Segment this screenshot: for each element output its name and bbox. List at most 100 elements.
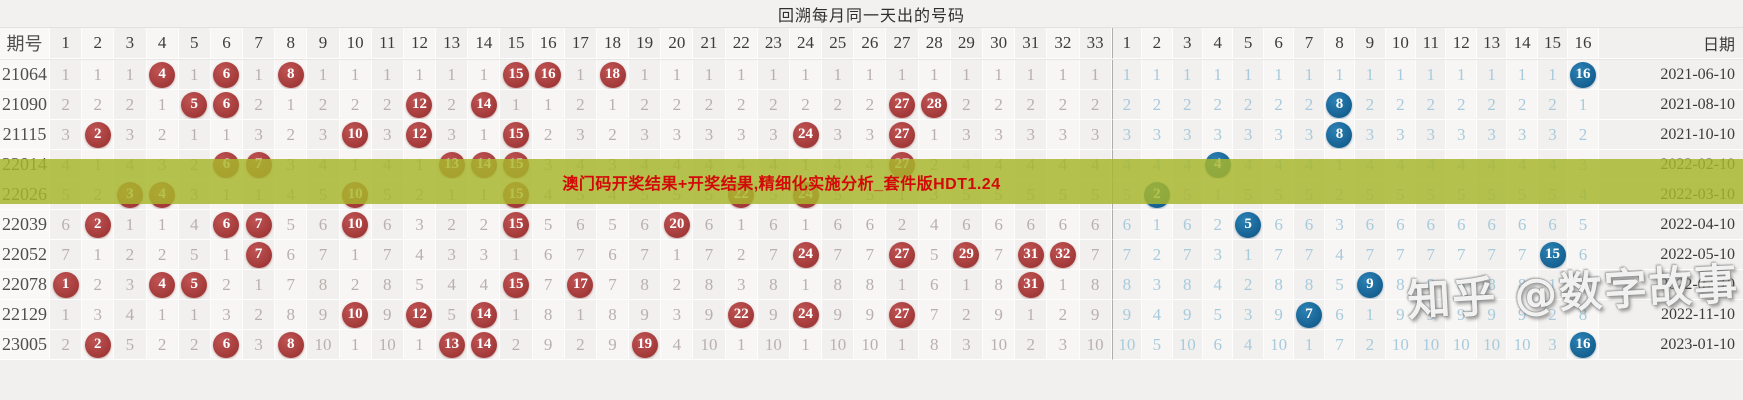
red-miss-col-7: 1: [243, 60, 276, 90]
red-ball-18: 18: [596, 60, 630, 90]
red-ball-14: 14: [468, 90, 501, 120]
table-row-23005: 23005 2 2 5 2 2 6 3 8 10 1 10 1 13 14 2 9 2 9 19 4 10 1 10 1 10 10…: [0, 330, 1743, 360]
red-miss-col-11: 9: [371, 300, 404, 330]
red-miss-col-21: 3: [693, 120, 726, 150]
red-miss-col-18: 5: [596, 210, 630, 240]
red-miss-col-32: 2: [1047, 300, 1080, 330]
red-miss-col-18: 6: [596, 240, 630, 270]
red-miss-col-23: 6: [757, 210, 790, 240]
table-row-22039: 22039 6 2 1 1 4 6 7 5 6 10 6 3 2 2 15 5 6 5 6 20 6 1 6 1 6 6 2 4 6 6 6 6…: [0, 210, 1743, 240]
header-red-col-2: 2: [82, 28, 115, 59]
red-miss-col-33: 10: [1079, 330, 1112, 360]
red-miss-col-4: 1: [146, 300, 179, 330]
blue-miss-col-16: 7: [1568, 270, 1599, 300]
red-ball-24: 24: [789, 120, 823, 150]
red-ball-circle: 22: [728, 301, 755, 328]
red-ball-circle: 12: [406, 121, 433, 148]
blue-miss-col-5: 3: [1233, 300, 1264, 330]
header-blue-col-3: 3: [1172, 28, 1203, 59]
red-miss-col-30: 2: [982, 90, 1016, 120]
red-miss-col-17: 3: [564, 120, 597, 150]
header-red-col-8: 8: [275, 28, 308, 59]
blue-miss-col-5: 1: [1233, 60, 1264, 90]
blue-miss-col-15: 1: [1537, 270, 1569, 300]
red-miss-col-14: 4: [468, 270, 501, 300]
period-22078: 22078: [0, 270, 50, 300]
blue-miss-col-7: 6: [1294, 210, 1325, 240]
red-ball-circle: 18: [599, 61, 626, 88]
blue-miss-col-12: 8: [1446, 270, 1477, 300]
red-miss-col-33: 7: [1079, 240, 1112, 270]
header-red-col-13: 13: [436, 28, 469, 59]
red-miss-col-9: 3: [307, 120, 340, 150]
red-ball-circle: 14: [470, 91, 497, 118]
red-miss-col-21: 7: [693, 240, 726, 270]
header-blue-col-1: 1: [1111, 28, 1143, 59]
chart-title-text: 回溯每月同一天出的号码: [777, 7, 965, 25]
red-miss-col-18: 8: [596, 300, 630, 330]
blue-miss-col-8: 3: [1324, 210, 1356, 240]
blue-miss-col-2: 5: [1142, 330, 1173, 360]
red-ball-circle: 31: [1017, 241, 1044, 268]
red-miss-col-16: 1: [532, 90, 565, 120]
red-miss-col-11: 2: [371, 90, 404, 120]
red-miss-col-9: 9: [307, 300, 340, 330]
red-miss-col-23: 2: [757, 90, 790, 120]
red-miss-col-33: 1: [1079, 60, 1112, 90]
blue-miss-col-2: 1: [1142, 210, 1173, 240]
red-miss-col-7: 2: [243, 300, 276, 330]
blue-miss-col-12: 1: [1446, 60, 1477, 90]
ad-banner-overlay[interactable]: 澳门码开奖结果+开奖结果,精细化实施分析_套件版HDT1.24: [0, 159, 1743, 204]
blue-miss-col-11: 2: [1416, 90, 1447, 120]
blue-miss-col-10: 3: [1385, 120, 1417, 150]
blue-miss-col-4: 1: [1202, 60, 1234, 90]
draw-date: 2022-07-10: [1598, 270, 1743, 300]
header-red-col-19: 19: [629, 28, 662, 59]
blue-miss-col-3: 1: [1172, 60, 1203, 90]
red-ball-31: 31: [1015, 270, 1048, 300]
blue-miss-col-1: 2: [1111, 90, 1143, 120]
red-miss-col-3: 2: [114, 240, 147, 270]
red-miss-col-4: 1: [146, 90, 179, 120]
header-blue-col-15: 15: [1537, 28, 1569, 59]
red-ball-15: 15: [500, 270, 533, 300]
blue-ball-circle: 15: [1539, 241, 1566, 268]
header-date-label: 日期: [1598, 28, 1743, 59]
chart-title: 回溯每月同一天出的号码: [0, 0, 1743, 28]
header-red-col-31: 31: [1015, 28, 1048, 59]
blue-miss-col-3: 8: [1172, 270, 1203, 300]
blue-ball-8: 8: [1324, 90, 1356, 120]
blue-miss-col-5: 1: [1233, 240, 1264, 270]
blue-ball-16: 16: [1568, 60, 1599, 90]
red-miss-col-18: 7: [596, 270, 630, 300]
red-miss-col-8: 7: [275, 270, 308, 300]
header-red-col-20: 20: [661, 28, 694, 59]
blue-miss-col-11: 6: [1416, 210, 1447, 240]
red-miss-col-28: 1: [918, 60, 951, 90]
red-miss-col-25: 9: [822, 300, 855, 330]
blue-miss-col-8: 7: [1324, 330, 1356, 360]
red-miss-col-8: 5: [275, 210, 308, 240]
header-red-col-6: 6: [210, 28, 244, 59]
red-miss-col-11: 6: [371, 210, 404, 240]
header-blue-col-8: 8: [1324, 28, 1356, 59]
red-miss-col-18: 2: [596, 120, 630, 150]
red-ball-circle: 7: [245, 211, 272, 238]
red-ball-circle: 13: [438, 331, 465, 358]
blue-miss-col-6: 2: [1263, 90, 1295, 120]
header-red-col-22: 22: [725, 28, 758, 59]
red-miss-col-33: 6: [1079, 210, 1112, 240]
red-miss-col-1: 1: [50, 60, 83, 90]
blue-ball-16: 16: [1568, 330, 1599, 360]
red-ball-circle: 17: [567, 271, 594, 298]
red-miss-col-30: 10: [982, 330, 1016, 360]
red-miss-col-31: 3: [1015, 120, 1048, 150]
red-miss-col-4: 2: [146, 240, 179, 270]
blue-miss-col-4: 3: [1202, 120, 1234, 150]
header-red-col-33: 33: [1079, 28, 1112, 59]
draw-date: 2022-05-10: [1598, 240, 1743, 270]
red-miss-col-22: 1: [725, 210, 758, 240]
red-ball-22: 22: [725, 300, 758, 330]
blue-miss-col-4: 5: [1202, 300, 1234, 330]
blue-miss-col-12: 7: [1446, 240, 1477, 270]
